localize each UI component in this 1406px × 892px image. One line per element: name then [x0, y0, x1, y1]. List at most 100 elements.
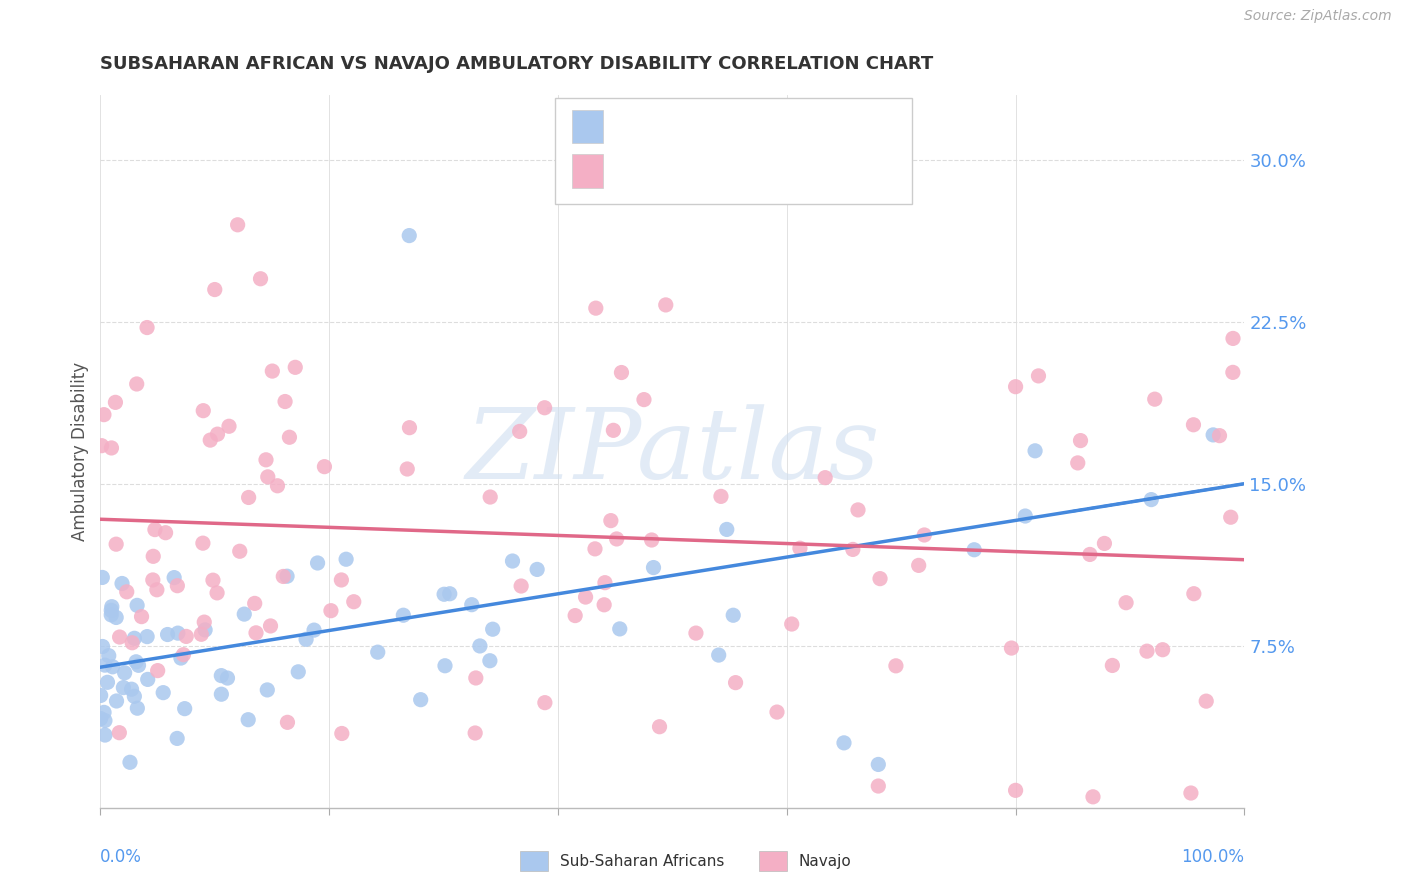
Point — [1180, 786, 1202, 800]
Point — [396, 462, 419, 476]
Point — [152, 686, 174, 700]
Point — [392, 608, 415, 623]
Point — [1028, 368, 1050, 383]
Point — [478, 654, 501, 668]
Point — [136, 320, 159, 334]
Point — [93, 408, 115, 422]
Point — [842, 542, 865, 557]
Point — [464, 726, 486, 740]
Point — [101, 599, 124, 614]
Point — [409, 692, 432, 706]
Point — [502, 554, 524, 568]
Point — [610, 366, 633, 380]
Point — [1202, 428, 1225, 442]
Point — [146, 664, 169, 678]
Point — [884, 658, 907, 673]
Point — [367, 645, 389, 659]
Point — [1004, 783, 1026, 797]
Point — [534, 696, 557, 710]
Point — [218, 419, 240, 434]
Point — [256, 682, 278, 697]
Point — [114, 665, 136, 680]
Point — [128, 658, 150, 673]
Point — [1078, 548, 1101, 562]
Point — [1115, 596, 1137, 610]
Point — [121, 636, 143, 650]
Point — [108, 630, 131, 644]
Point — [249, 272, 271, 286]
Point — [585, 301, 607, 315]
Point — [593, 575, 616, 590]
Point — [583, 541, 606, 556]
Point — [398, 228, 420, 243]
Point — [207, 427, 229, 442]
Point — [170, 651, 193, 665]
Point — [266, 479, 288, 493]
Point — [238, 713, 260, 727]
Point — [93, 706, 115, 720]
Point — [94, 714, 117, 728]
Point — [640, 533, 662, 547]
Point — [330, 573, 353, 587]
Text: SUBSAHARAN AFRICAN VS NAVAJO AMBULATORY DISABILITY CORRELATION CHART: SUBSAHARAN AFRICAN VS NAVAJO AMBULATORY … — [100, 55, 934, 73]
Point — [204, 283, 226, 297]
Point — [112, 681, 135, 695]
Text: N = 112: N = 112 — [737, 162, 817, 180]
Point — [479, 490, 502, 504]
Point — [118, 756, 141, 770]
Text: Sub-Saharan Africans: Sub-Saharan Africans — [560, 854, 724, 869]
Point — [343, 595, 366, 609]
Point — [226, 218, 249, 232]
Point — [105, 537, 128, 551]
Point — [1222, 331, 1244, 345]
Point — [136, 630, 159, 644]
Text: N = 75: N = 75 — [737, 118, 804, 136]
Point — [254, 452, 277, 467]
Point — [205, 586, 228, 600]
Text: R = 0.307: R = 0.307 — [614, 118, 704, 136]
Point — [1067, 456, 1090, 470]
Point — [643, 560, 665, 574]
Point — [832, 736, 855, 750]
Point — [696, 186, 718, 200]
Point — [1222, 365, 1244, 379]
Point — [163, 571, 186, 585]
Point — [259, 619, 281, 633]
Point — [90, 439, 112, 453]
Point — [156, 627, 179, 641]
Point — [564, 608, 586, 623]
Point — [166, 579, 188, 593]
Point — [599, 514, 621, 528]
Point — [1004, 380, 1026, 394]
Point — [146, 582, 169, 597]
Point — [710, 489, 733, 503]
Point — [104, 395, 127, 409]
Point — [190, 627, 212, 641]
Y-axis label: Ambulatory Disability: Ambulatory Disability — [72, 362, 89, 541]
Text: 0.0%: 0.0% — [100, 847, 142, 866]
Point — [256, 470, 278, 484]
Point — [685, 626, 707, 640]
Point — [271, 569, 294, 583]
Point — [433, 658, 456, 673]
Point — [166, 731, 188, 746]
Point — [105, 694, 128, 708]
Point — [869, 572, 891, 586]
Point — [276, 569, 298, 583]
Point — [648, 720, 671, 734]
Point — [142, 549, 165, 564]
Point — [1081, 789, 1104, 804]
Point — [194, 623, 217, 637]
Point — [262, 364, 284, 378]
Point — [191, 536, 214, 550]
Point — [295, 632, 318, 647]
Point — [814, 470, 837, 484]
Point — [127, 599, 149, 613]
Point — [96, 675, 118, 690]
Point — [1143, 392, 1166, 406]
Point — [238, 491, 260, 505]
Text: ZIPatlas: ZIPatlas — [465, 404, 880, 500]
Text: R = 0.010: R = 0.010 — [614, 162, 704, 180]
Point — [1195, 694, 1218, 708]
Point — [94, 658, 117, 673]
